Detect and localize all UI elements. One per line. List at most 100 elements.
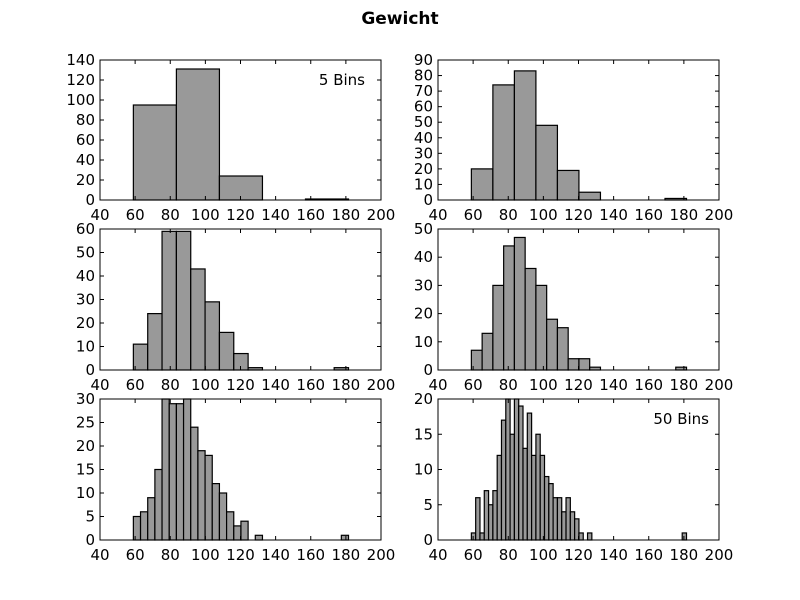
histogram-bar bbox=[233, 525, 242, 541]
y-tick-label: 10 bbox=[414, 333, 433, 351]
y-tick-label: 90 bbox=[414, 51, 433, 69]
histogram-bar bbox=[340, 534, 350, 541]
x-tick-label: 140 bbox=[261, 376, 290, 394]
histogram-bar bbox=[132, 104, 177, 201]
x-tick-label: 140 bbox=[261, 206, 290, 224]
histogram-bar bbox=[535, 124, 559, 201]
histogram-bar bbox=[565, 497, 571, 541]
histogram-bar bbox=[556, 497, 563, 541]
y-tick-label: 20 bbox=[414, 160, 433, 178]
histogram-bar bbox=[147, 313, 163, 371]
x-tick-label: 80 bbox=[161, 206, 180, 224]
y-tick-label: 10 bbox=[414, 175, 433, 193]
histogram-bar bbox=[578, 358, 591, 371]
histogram-bar bbox=[531, 454, 537, 541]
x-tick-label: 180 bbox=[670, 206, 699, 224]
y-tick-label: 80 bbox=[76, 111, 95, 129]
y-tick-label: 120 bbox=[66, 71, 95, 89]
y-tick-label: 30 bbox=[414, 144, 433, 162]
histogram-bar bbox=[197, 450, 206, 541]
histogram-bar bbox=[535, 433, 541, 541]
histogram-bar bbox=[524, 267, 537, 371]
histogram-bar bbox=[492, 84, 515, 201]
y-tick-label: 0 bbox=[423, 191, 433, 209]
y-tick-label: 20 bbox=[76, 171, 95, 189]
y-tick-label: 5 bbox=[85, 508, 95, 526]
x-tick-label: 120 bbox=[226, 376, 255, 394]
x-tick-label: 180 bbox=[332, 546, 361, 564]
histogram-bar bbox=[509, 433, 515, 541]
x-tick-label: 140 bbox=[599, 376, 628, 394]
y-tick-label: 140 bbox=[66, 51, 95, 69]
histogram-bar bbox=[132, 515, 142, 541]
histogram-panel-4: 40 60 80 100 120 140 160 180 200 0 10 20 30 40 50 bbox=[414, 220, 733, 394]
x-tick-label: 40 bbox=[428, 206, 447, 224]
y-tick-label: 10 bbox=[76, 338, 95, 356]
x-tick-label: 160 bbox=[296, 376, 325, 394]
y-tick-label: 40 bbox=[414, 248, 433, 266]
y-tick-label: 60 bbox=[76, 220, 95, 238]
histogram-bar bbox=[556, 169, 580, 201]
x-tick-label: 200 bbox=[367, 546, 396, 564]
histogram-bar bbox=[567, 358, 580, 371]
x-tick-label: 120 bbox=[226, 206, 255, 224]
y-tick-label: 40 bbox=[76, 267, 95, 285]
histogram-bar bbox=[522, 447, 528, 541]
histogram-bar bbox=[500, 419, 507, 541]
x-tick-label: 140 bbox=[599, 546, 628, 564]
histogram-bar bbox=[475, 497, 481, 541]
y-tick-label: 60 bbox=[414, 98, 433, 116]
histogram-bar bbox=[161, 398, 170, 541]
y-tick-label: 40 bbox=[414, 129, 433, 147]
x-tick-label: 100 bbox=[191, 376, 220, 394]
bins-annotation: 5 Bins bbox=[319, 71, 365, 89]
histogram-bar bbox=[487, 504, 494, 541]
histogram-bar bbox=[479, 532, 485, 541]
x-tick-label: 80 bbox=[161, 546, 180, 564]
y-tick-label: 20 bbox=[414, 305, 433, 323]
y-tick-label: 10 bbox=[414, 461, 433, 479]
y-tick-label: 10 bbox=[76, 484, 95, 502]
x-tick-label: 180 bbox=[332, 206, 361, 224]
histogram-bar bbox=[190, 426, 199, 541]
x-tick-label: 120 bbox=[564, 206, 593, 224]
x-tick-label: 40 bbox=[90, 546, 109, 564]
x-tick-label: 180 bbox=[670, 376, 699, 394]
histogram-bar bbox=[513, 236, 526, 371]
histogram-bar bbox=[552, 497, 559, 541]
histogram-bar bbox=[175, 403, 185, 541]
x-tick-label: 80 bbox=[499, 376, 518, 394]
histogram-bar bbox=[147, 497, 156, 541]
x-tick-label: 160 bbox=[296, 546, 325, 564]
y-tick-label: 0 bbox=[85, 191, 95, 209]
axes-frame bbox=[437, 228, 720, 371]
histogram-bar bbox=[569, 511, 576, 541]
y-tick-label: 20 bbox=[414, 390, 433, 408]
histogram-bar bbox=[481, 332, 494, 371]
y-tick-label: 15 bbox=[414, 425, 433, 443]
histogram-bar bbox=[161, 230, 177, 371]
x-tick-label: 160 bbox=[634, 376, 663, 394]
histogram-bar bbox=[505, 398, 511, 541]
x-tick-label: 80 bbox=[161, 376, 180, 394]
bins-annotation: 50 Bins bbox=[653, 410, 709, 428]
x-tick-label: 100 bbox=[529, 546, 558, 564]
histogram-bar bbox=[254, 534, 264, 541]
x-tick-label: 120 bbox=[226, 546, 255, 564]
y-tick-label: 15 bbox=[76, 461, 95, 479]
y-tick-label: 20 bbox=[76, 437, 95, 455]
histogram-panel-1: 40 60 80 100 120 140 160 180 200 0 20 40 60 80 100 120 1… bbox=[66, 51, 395, 224]
y-tick-label: 30 bbox=[76, 390, 95, 408]
x-tick-label: 80 bbox=[499, 546, 518, 564]
histogram-bar bbox=[535, 284, 548, 371]
histogram-bar bbox=[190, 268, 206, 371]
histogram-bar bbox=[175, 230, 192, 371]
x-tick-label: 80 bbox=[499, 206, 518, 224]
histogram-panel-5: 40 60 80 100 120 140 160 180 200 0 5 10 15 20 25 30 bbox=[76, 390, 395, 564]
x-tick-label: 200 bbox=[367, 376, 396, 394]
histogram-bar bbox=[546, 318, 559, 371]
x-tick-label: 180 bbox=[670, 546, 699, 564]
histogram-bar bbox=[586, 532, 593, 541]
y-tick-label: 60 bbox=[76, 131, 95, 149]
